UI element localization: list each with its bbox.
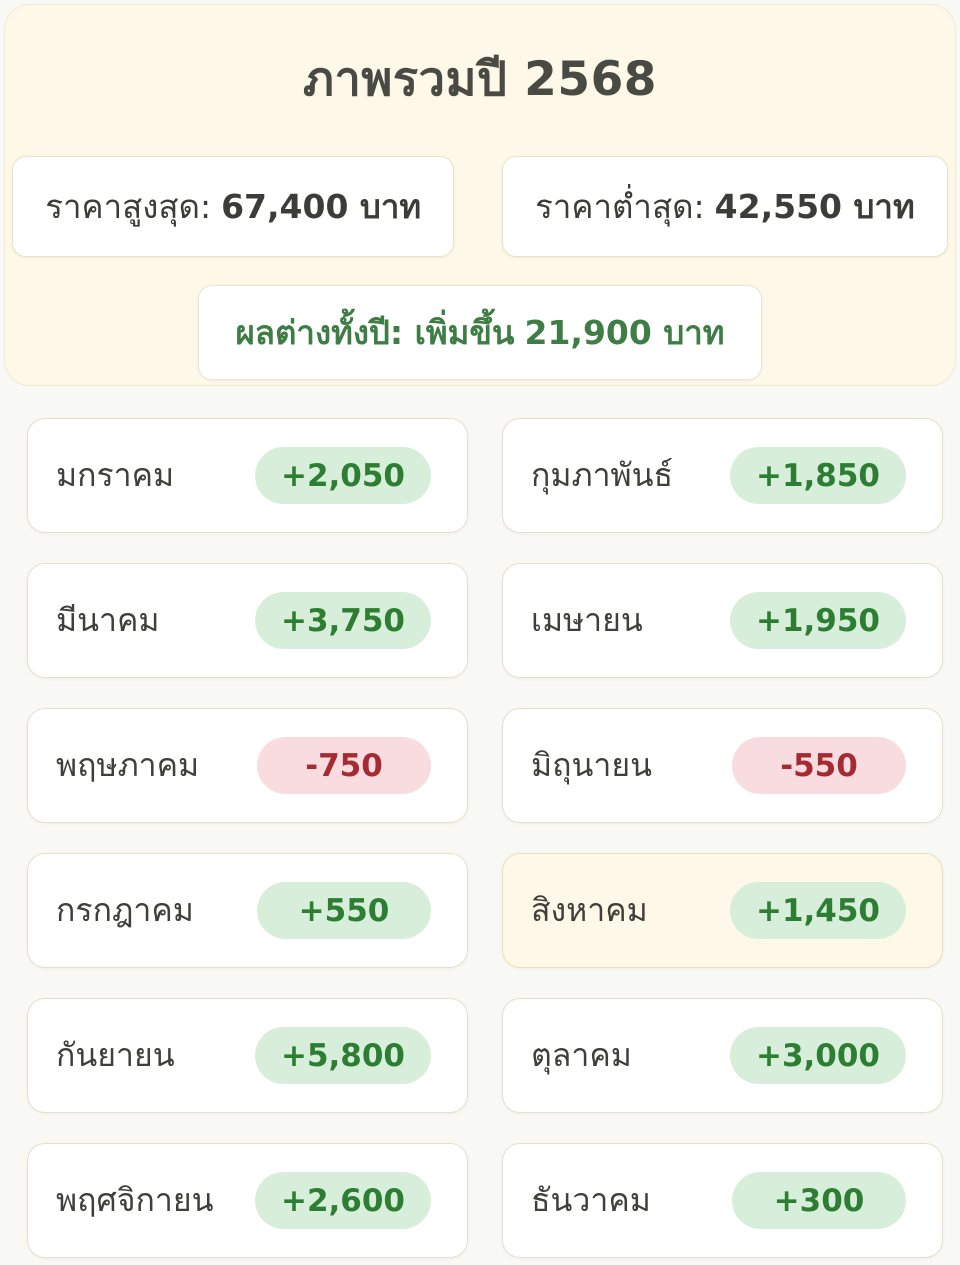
months-grid: มกราคม +2,050 กุมภาพันธ์ +1,850 มีนาคม +… (27, 418, 943, 1258)
month-change-badge: -550 (732, 737, 906, 794)
year-summary-card: ภาพรวมปี 2568 ราคาสูงสุด: 67,400 บาท ราคา… (4, 4, 956, 386)
month-name: มกราคม (56, 456, 175, 494)
month-name: ธันวาคม (531, 1181, 651, 1219)
month-change-badge: +5,800 (254, 1027, 431, 1084)
yearly-change-value: 21,900 บาท (524, 313, 725, 352)
lowest-price-label: ราคาต่ำสุด: (535, 187, 705, 226)
month-card-august[interactable]: สิงหาคม +1,450 (502, 853, 943, 968)
month-name: กุมภาพันธ์ (531, 456, 674, 494)
month-card-september[interactable]: กันยายน +5,800 (27, 998, 468, 1113)
month-name: มีนาคม (56, 601, 160, 639)
summary-stats-row: ราคาสูงสุด: 67,400 บาท ราคาต่ำสุด: 42,550 … (5, 156, 955, 257)
month-change-badge: +550 (257, 882, 431, 939)
month-change-badge: -750 (257, 737, 431, 794)
yearly-change-box: ผลต่างทั้งปี: เพิ่มขึ้น 21,900 บาท (198, 285, 762, 380)
month-change-badge: +3,000 (729, 1027, 906, 1084)
month-name: พฤศจิกายน (56, 1181, 214, 1219)
month-card-february[interactable]: กุมภาพันธ์ +1,850 (502, 418, 943, 533)
month-card-november[interactable]: พฤศจิกายน +2,600 (27, 1143, 468, 1258)
month-change-badge: +3,750 (254, 592, 431, 649)
month-name: เมษายน (531, 601, 643, 639)
month-change-badge: +1,850 (729, 447, 906, 504)
month-change-badge: +1,450 (729, 882, 906, 939)
month-name: กันยายน (56, 1036, 175, 1074)
month-name: สิงหาคม (531, 891, 648, 929)
lowest-price-value: 42,550 บาท (714, 187, 915, 226)
month-name: กรกฎาคม (56, 891, 194, 929)
page-title: ภาพรวมปี 2568 (303, 52, 657, 107)
lowest-price-box: ราคาต่ำสุด: 42,550 บาท (502, 156, 948, 257)
month-card-october[interactable]: ตุลาคม +3,000 (502, 998, 943, 1113)
month-name: ตุลาคม (531, 1036, 632, 1074)
month-card-june[interactable]: มิถุนายน -550 (502, 708, 943, 823)
highest-price-value: 67,400 บาท (221, 187, 422, 226)
month-name: มิถุนายน (531, 746, 652, 784)
month-card-may[interactable]: พฤษภาคม -750 (27, 708, 468, 823)
month-card-january[interactable]: มกราคม +2,050 (27, 418, 468, 533)
month-change-badge: +2,600 (254, 1172, 431, 1229)
month-change-badge: +300 (732, 1172, 906, 1229)
highest-price-box: ราคาสูงสุด: 67,400 บาท (12, 156, 455, 257)
month-change-badge: +2,050 (254, 447, 431, 504)
month-card-april[interactable]: เมษายน +1,950 (502, 563, 943, 678)
yearly-change-label: ผลต่างทั้งปี: เพิ่มขึ้น (235, 313, 515, 352)
highest-price-label: ราคาสูงสุด: (45, 187, 212, 226)
month-card-july[interactable]: กรกฎาคม +550 (27, 853, 468, 968)
month-card-december[interactable]: ธันวาคม +300 (502, 1143, 943, 1258)
month-name: พฤษภาคม (56, 746, 200, 784)
month-card-march[interactable]: มีนาคม +3,750 (27, 563, 468, 678)
month-change-badge: +1,950 (729, 592, 906, 649)
